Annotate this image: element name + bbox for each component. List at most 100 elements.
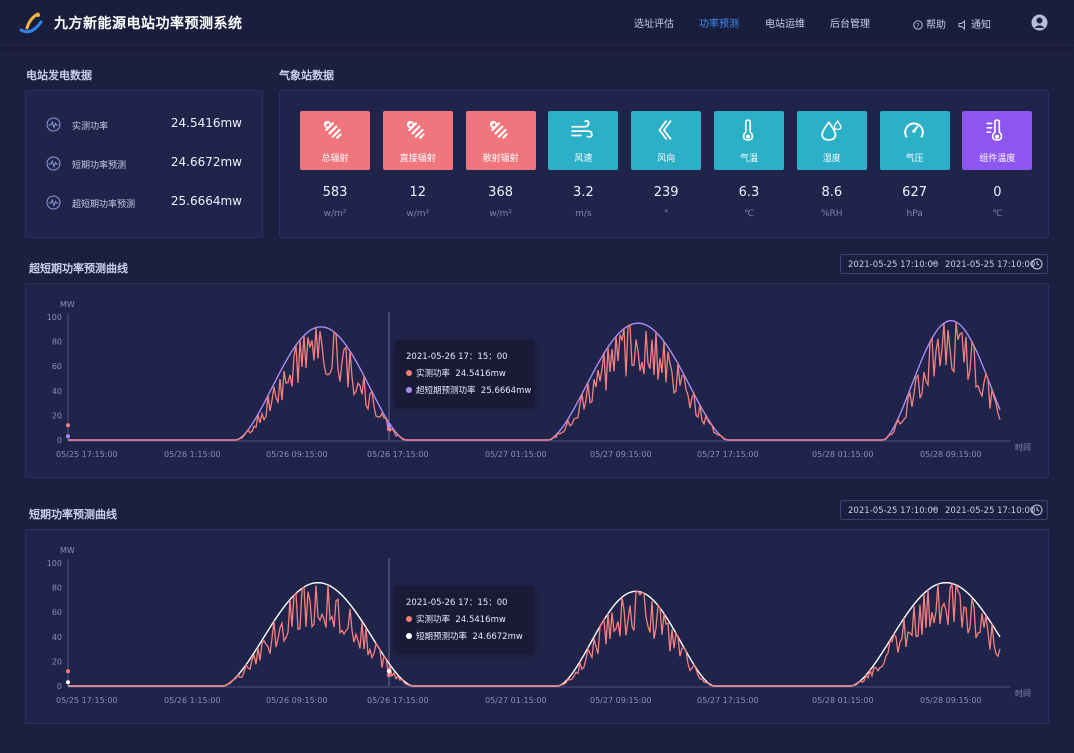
weather-tile: 风速	[548, 111, 619, 170]
x-tick-label: 05/27 17:15:00	[697, 696, 759, 705]
pulse-icon	[46, 117, 61, 132]
x-tick-label: 05/28 01:15:00	[812, 696, 874, 705]
weather-value: 3.2	[573, 185, 594, 200]
y-tick-label: 0	[57, 436, 62, 445]
thermometer-icon	[742, 119, 754, 141]
weather-unit: m/s	[575, 209, 592, 219]
x-tick-label: 05/26 09:15:00	[266, 696, 328, 705]
weather-tile: 组件温度	[962, 111, 1033, 170]
x-tick-label: 05/26 17:15:00	[367, 450, 429, 459]
weather-unit: w/m²	[489, 209, 512, 219]
gen-label: 短期功率预测	[72, 161, 127, 171]
tooltip-time: 2021-05-26 17：15：00	[406, 598, 508, 608]
y-tick-label: 20	[52, 657, 62, 666]
legend-dot	[406, 633, 412, 639]
measured-series-line	[68, 321, 1001, 441]
tooltip-time: 2021-05-26 17：15：00	[406, 352, 508, 362]
gen-label: 实测功率	[72, 122, 109, 132]
weather-value: 8.6	[821, 185, 843, 200]
notify-link[interactable]: 通知	[958, 16, 991, 31]
avatar-icon[interactable]	[1031, 14, 1048, 31]
weather-tile-label: 气温	[739, 154, 758, 164]
module-temp-icon	[986, 119, 1003, 141]
gen-value: 25.6664mw	[170, 194, 242, 208]
weather-unit: °	[663, 209, 669, 219]
weather-tile-label: 气压	[905, 154, 924, 164]
speaker-icon	[958, 20, 965, 30]
weather-tile-label: 直接辐射	[399, 154, 436, 164]
gen-row-short-term: 短期功率预测 24.6672mw	[46, 155, 242, 173]
pulse-icon	[46, 195, 61, 210]
weather-unit: %RH	[821, 209, 843, 219]
weather-tile: 风向	[631, 111, 702, 170]
measured-point	[66, 423, 70, 428]
clock-icon[interactable]	[1031, 258, 1043, 270]
weather-value: 239	[653, 185, 679, 200]
short-chart-panel: MW 100 80 60 40 20 0 05/25 17:15:00 05/26 1:15:0…	[25, 529, 1049, 724]
y-tick-label: 0	[57, 682, 62, 691]
weather-panel: 总辐射 583 w/m² 直接辐射 12 w/m² 散射辐射 368 w/m² 风速 3.2 m/s 风…	[279, 90, 1049, 238]
y-axis-label: MW	[60, 546, 75, 555]
help-link[interactable]: ? 帮助	[913, 16, 946, 31]
tooltip-row-forecast: 短期预测功率 24.6672mw	[406, 630, 523, 642]
x-tick-label: 05/27 09:15:00	[590, 696, 652, 705]
y-tick-label: 80	[52, 584, 62, 593]
x-tick-label: 05/25 17:15:00	[56, 696, 118, 705]
forecast-point	[386, 423, 392, 428]
tooltip-label: 实测功率	[416, 369, 451, 379]
x-tick-label: 05/25 17:15:00	[56, 450, 118, 459]
x-tick-label: 05/27 01:15:00	[485, 696, 547, 705]
radiation-icon	[406, 120, 425, 139]
short-date-range[interactable]: 2021-05-25 17:10:00 ~ 2021-05-25 17:10:0…	[840, 500, 1048, 520]
y-tick-label: 100	[47, 559, 62, 568]
weather-value: 0	[993, 185, 1002, 200]
measured-point	[66, 669, 70, 674]
weather-unit: ℃	[992, 209, 1003, 219]
weather-tile-label: 总辐射	[321, 154, 349, 164]
legend-dot	[406, 370, 412, 376]
weather-unit: ℃	[743, 209, 755, 219]
forecast-series-line	[68, 320, 1001, 441]
gen-value: 24.5416mw	[170, 116, 242, 130]
nav-power-forecast[interactable]: 功率预测	[699, 19, 739, 30]
chart-tooltip: 2021-05-26 17：15：00 实测功率 24.5416mw 短期预测功…	[395, 586, 534, 652]
tooltip-row-measured: 实测功率 24.5416mw	[406, 367, 506, 379]
radiation-icon	[489, 120, 508, 139]
weather-tile: 散射辐射	[465, 111, 536, 170]
tooltip-value: 24.6672mw	[472, 632, 523, 642]
notify-label: 通知	[971, 20, 991, 31]
forecast-point	[66, 680, 70, 685]
wind-direction-icon	[658, 120, 672, 140]
wind-icon	[571, 120, 594, 138]
x-tick-label: 05/27 17:15:00	[697, 450, 759, 459]
weather-tile: 直接辐射	[382, 111, 453, 170]
y-tick-label: 60	[52, 362, 62, 371]
weather-value: 368	[488, 185, 513, 200]
tooltip-row-forecast: 超短期预测功率 25.6664mw	[406, 384, 531, 396]
y-axis-label: MW	[60, 300, 75, 309]
forecast-series-line	[68, 581, 1001, 687]
ultra-short-chart-title: 超短期功率预测曲线	[29, 262, 128, 275]
weather-tile-label: 风向	[657, 154, 676, 164]
nav-station-operation[interactable]: 电站运维	[765, 19, 805, 30]
help-icon: ?	[913, 20, 923, 30]
tooltip-label: 超短期预测功率	[416, 386, 476, 396]
weather-unit: w/m²	[323, 209, 347, 219]
clock-icon[interactable]	[1031, 504, 1043, 516]
ultra-short-date-range[interactable]: 2021-05-25 17:10:00 ~ 2021-05-25 17:10:0…	[840, 254, 1048, 274]
x-tick-label: 05/26 1:15:00	[164, 450, 220, 459]
forecast-point	[66, 434, 70, 439]
nav-site-evaluation[interactable]: 选址评估	[634, 19, 674, 30]
x-tick-label: 05/26 1:15:00	[164, 696, 220, 705]
x-tick-label: 05/26 17:15:00	[367, 696, 429, 705]
tooltip-value: 25.6664mw	[480, 386, 532, 396]
weather-tile: 气压	[879, 111, 950, 170]
date-range-separator: ~	[931, 259, 939, 269]
weather-section-title: 气象站数据	[279, 69, 334, 82]
legend-dot	[406, 387, 412, 393]
nav-admin[interactable]: 后台管理	[830, 19, 870, 30]
measured-series-line	[68, 583, 1001, 687]
date-range-separator: ~	[931, 505, 939, 515]
short-chart: MW 100 80 60 40 20 0 05/25 17:15:00 05/26 1:15:0…	[47, 546, 1031, 705]
x-tick-label: 05/28 09:15:00	[920, 696, 982, 705]
